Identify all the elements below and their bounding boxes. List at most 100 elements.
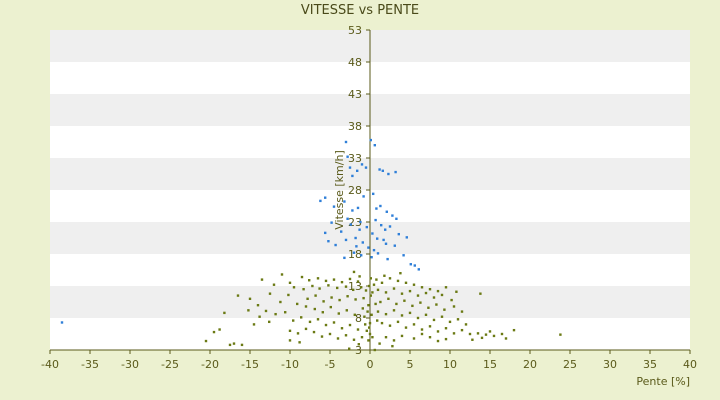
data-point bbox=[340, 327, 344, 330]
data-point bbox=[264, 309, 268, 313]
data-point bbox=[412, 337, 416, 340]
data-point bbox=[321, 311, 324, 314]
data-point bbox=[358, 275, 361, 278]
data-point bbox=[340, 230, 343, 233]
data-point bbox=[356, 206, 360, 210]
data-point bbox=[371, 336, 374, 339]
y-axis-title: Vitesse [km/h] bbox=[333, 150, 346, 230]
tick-labels: -40 -35 -30 -25 -20 -15 -10 -5 0 5 10 15 20 25 30 35 40 3… bbox=[41, 24, 697, 371]
data-point bbox=[367, 246, 370, 249]
data-point bbox=[416, 316, 420, 320]
data-point bbox=[409, 263, 412, 266]
data-point bbox=[330, 221, 333, 224]
data-point bbox=[369, 138, 372, 142]
data-point bbox=[479, 292, 482, 295]
data-point bbox=[318, 287, 321, 290]
data-point bbox=[363, 315, 366, 318]
data-point bbox=[374, 302, 377, 306]
x-tick-label: -30 bbox=[121, 358, 139, 371]
data-point bbox=[399, 272, 402, 275]
data-point bbox=[247, 309, 250, 312]
data-point bbox=[328, 332, 332, 336]
data-point bbox=[424, 313, 428, 316]
data-point bbox=[372, 192, 375, 196]
data-point bbox=[296, 332, 300, 335]
data-point bbox=[236, 294, 240, 297]
data-point bbox=[334, 243, 337, 247]
data-point bbox=[378, 168, 381, 171]
data-point bbox=[288, 281, 292, 284]
data-point bbox=[396, 279, 400, 283]
data-point bbox=[492, 334, 496, 338]
data-point bbox=[351, 209, 354, 212]
data-point bbox=[436, 330, 440, 333]
data-point bbox=[440, 293, 444, 297]
data-point bbox=[336, 337, 340, 340]
data-point bbox=[428, 325, 432, 328]
data-point bbox=[376, 310, 380, 313]
data-point bbox=[369, 277, 372, 280]
data-point bbox=[296, 302, 299, 306]
x-tick-label: 35 bbox=[643, 358, 657, 371]
data-point bbox=[268, 320, 271, 324]
data-point bbox=[394, 170, 397, 174]
data-point bbox=[387, 297, 390, 300]
data-point bbox=[279, 300, 282, 304]
data-point bbox=[404, 326, 408, 329]
data-point bbox=[402, 254, 405, 257]
x-tick-label: 15 bbox=[483, 358, 497, 371]
x-tick-label: 10 bbox=[443, 358, 457, 371]
data-points bbox=[60, 138, 562, 352]
data-point bbox=[360, 336, 364, 339]
data-point bbox=[432, 296, 436, 299]
data-point bbox=[330, 296, 333, 299]
data-point bbox=[444, 337, 448, 341]
data-point bbox=[392, 309, 396, 312]
data-point bbox=[314, 294, 317, 297]
data-point bbox=[368, 321, 372, 325]
data-point bbox=[359, 220, 362, 224]
data-point bbox=[460, 310, 464, 313]
data-point bbox=[338, 298, 341, 302]
data-point bbox=[392, 287, 396, 290]
data-point bbox=[388, 225, 392, 228]
data-point bbox=[344, 238, 348, 242]
data-point bbox=[327, 240, 330, 243]
data-point bbox=[332, 278, 336, 281]
data-point bbox=[349, 223, 352, 226]
data-point bbox=[504, 337, 508, 340]
data-point bbox=[380, 321, 384, 325]
data-point bbox=[456, 318, 460, 321]
data-point bbox=[362, 296, 365, 300]
data-point bbox=[324, 279, 328, 283]
y-tick-label: 3 bbox=[355, 344, 362, 357]
data-point bbox=[368, 284, 371, 288]
data-point bbox=[424, 291, 428, 295]
data-point bbox=[452, 332, 456, 335]
data-point bbox=[336, 286, 339, 290]
data-point bbox=[400, 314, 404, 317]
data-point bbox=[312, 330, 316, 334]
data-point bbox=[375, 278, 378, 281]
data-point bbox=[327, 284, 330, 287]
data-point bbox=[308, 279, 311, 282]
x-tick-label: -35 bbox=[81, 358, 99, 371]
data-point bbox=[362, 195, 365, 198]
data-point bbox=[308, 320, 312, 324]
data-point bbox=[320, 335, 324, 338]
data-point bbox=[346, 217, 349, 220]
data-point bbox=[272, 283, 276, 286]
data-point bbox=[256, 304, 260, 307]
data-point bbox=[300, 275, 304, 279]
data-point bbox=[413, 264, 416, 267]
data-point bbox=[300, 316, 303, 319]
x-tick-label: -40 bbox=[41, 358, 59, 371]
data-point bbox=[404, 281, 408, 284]
data-point bbox=[369, 294, 372, 297]
data-point bbox=[368, 326, 371, 329]
x-tick-label: -10 bbox=[281, 358, 299, 371]
data-point bbox=[268, 292, 272, 295]
data-point bbox=[471, 338, 474, 341]
data-point bbox=[313, 307, 316, 311]
